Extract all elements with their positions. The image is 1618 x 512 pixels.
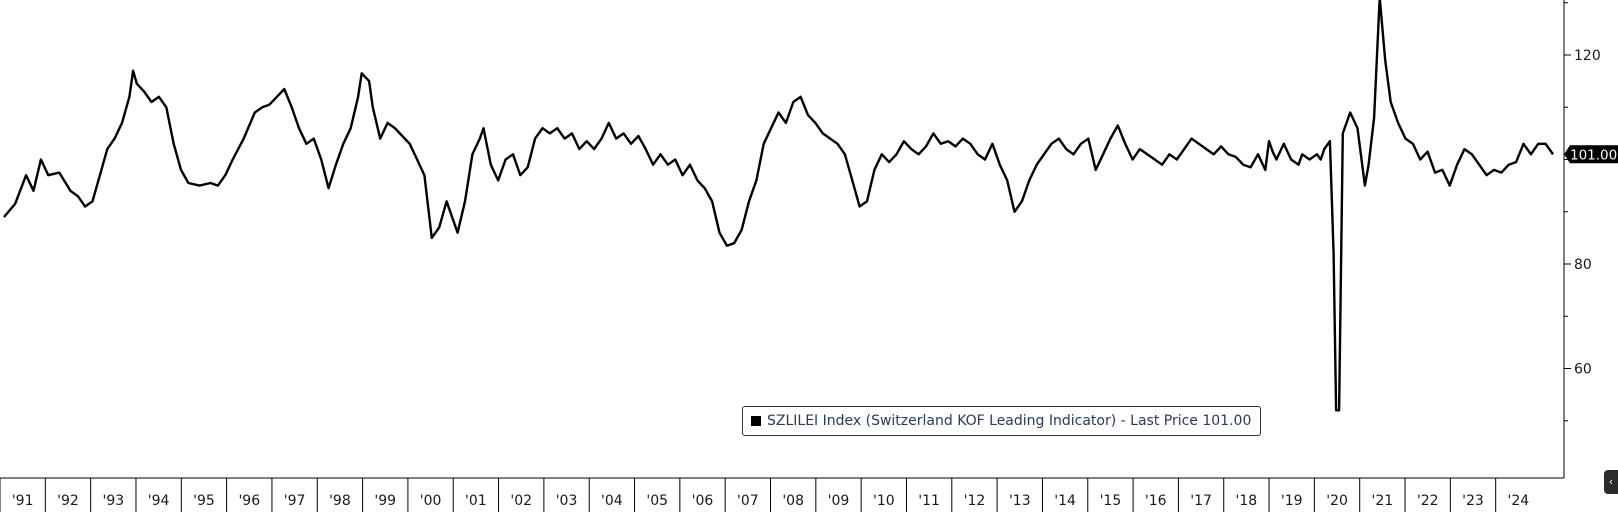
x-tick-label: '98 bbox=[329, 493, 351, 509]
chevron-icon[interactable]: ‹ bbox=[1604, 470, 1618, 494]
x-tick-label: '22 bbox=[1417, 493, 1439, 509]
x-tick-label: '94 bbox=[148, 493, 170, 509]
y-axis: 60 80 120 bbox=[1563, 0, 1601, 478]
legend-swatch bbox=[751, 416, 761, 426]
last-value-badge-shape bbox=[1564, 145, 1618, 164]
x-tick-label: '20 bbox=[1326, 493, 1348, 509]
x-tick-label: '05 bbox=[646, 493, 668, 509]
x-tick-label: '24 bbox=[1508, 493, 1530, 509]
x-tick-label: '96 bbox=[238, 493, 260, 509]
x-tick-label: '91 bbox=[12, 493, 34, 509]
x-tick-label: '00 bbox=[420, 493, 442, 509]
y-tick-label: 120 bbox=[1574, 48, 1601, 64]
x-tick-label: '07 bbox=[737, 493, 759, 509]
legend-text: SZLILEI Index (Switzerland KOF Leading I… bbox=[767, 413, 1252, 429]
last-value-badge: 101.00 bbox=[1564, 145, 1618, 164]
x-tick-label: '03 bbox=[556, 493, 578, 509]
x-tick-label: '15 bbox=[1100, 493, 1122, 509]
x-tick-label: '04 bbox=[601, 493, 623, 509]
x-tick-label: '99 bbox=[374, 493, 396, 509]
x-tick-label: '19 bbox=[1281, 493, 1303, 509]
x-tick-label: '21 bbox=[1372, 493, 1394, 509]
x-tick-label: '01 bbox=[465, 493, 487, 509]
y-tick-label: 60 bbox=[1574, 362, 1592, 378]
x-tick-label: '16 bbox=[1145, 493, 1167, 509]
x-tick-label: '97 bbox=[284, 493, 306, 509]
x-tick-label: '23 bbox=[1462, 493, 1484, 509]
x-tick-label: '95 bbox=[193, 493, 215, 509]
x-tick-label: '08 bbox=[782, 493, 804, 509]
x-tick-label: '13 bbox=[1009, 493, 1031, 509]
x-tick-label: '17 bbox=[1190, 493, 1212, 509]
x-tick-label: '11 bbox=[918, 493, 940, 509]
x-axis: '91 '92 '93 '94 '95 '96 '97 '98 '99 '00 '01 '02 '03 '… bbox=[0, 477, 1564, 512]
x-tick-label: '10 bbox=[873, 493, 895, 509]
x-tick-label: '02 bbox=[510, 493, 532, 509]
x-tick-label: '09 bbox=[828, 493, 850, 509]
last-value-label: 101.00 bbox=[1570, 147, 1617, 163]
x-tick-label: '18 bbox=[1236, 493, 1258, 509]
y-tick-label: 80 bbox=[1574, 257, 1592, 273]
x-tick-label: '12 bbox=[964, 493, 986, 509]
x-tick-label: '06 bbox=[692, 493, 714, 509]
x-tick-label: '14 bbox=[1054, 493, 1076, 509]
x-tick-label: '92 bbox=[57, 493, 79, 509]
x-tick-label: '93 bbox=[102, 493, 124, 509]
legend: SZLILEI Index (Switzerland KOF Leading I… bbox=[742, 406, 1262, 436]
series-line bbox=[3, 0, 1554, 412]
